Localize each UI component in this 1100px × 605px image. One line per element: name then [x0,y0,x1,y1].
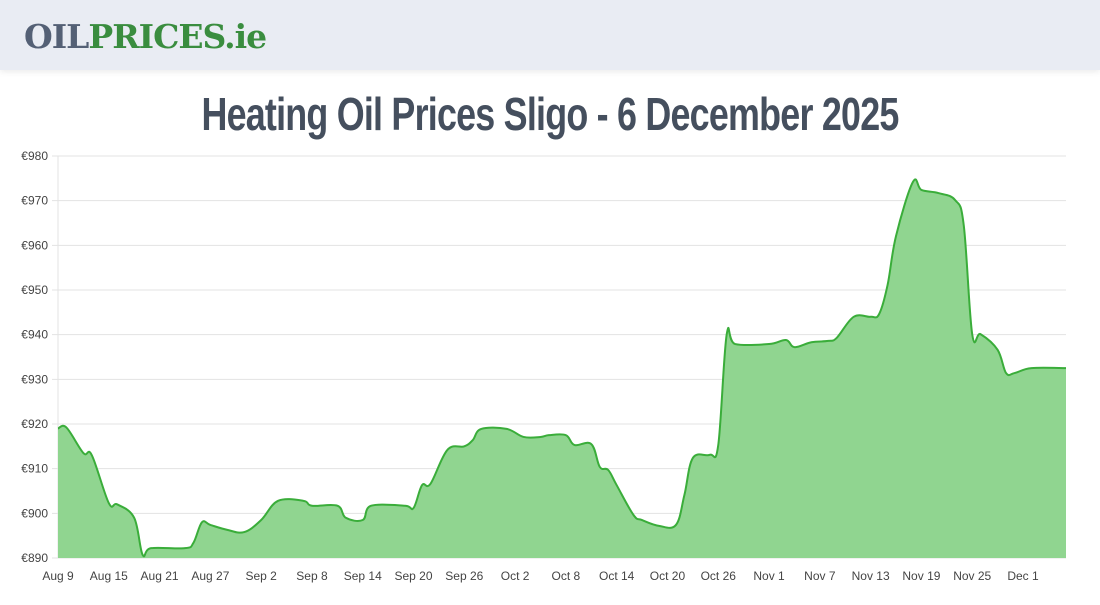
x-tick-label: Sep 14 [344,569,382,583]
x-tick-label: Sep 20 [395,569,433,583]
y-tick-label: €980 [21,149,48,163]
y-tick-label: €960 [21,238,48,252]
y-tick-label: €950 [21,283,48,297]
x-tick-label: Nov 13 [852,569,890,583]
x-tick-label: Nov 7 [804,569,836,583]
y-tick-label: €900 [21,506,48,520]
x-tick-label: Dec 1 [1007,569,1039,583]
logo-text-prices: PRICES.ie [88,17,267,56]
y-tick-label: €940 [21,328,48,342]
x-tick-label: Sep 2 [245,569,277,583]
x-tick-label: Aug 15 [90,569,128,583]
x-tick-label: Aug 21 [141,569,179,583]
site-header: OILPRICES.ie [0,0,1100,70]
x-tick-label: Nov 19 [902,569,940,583]
price-area-fill [58,179,1066,558]
x-tick-label: Oct 2 [501,569,530,583]
y-axis: €980 €970 €960 €950 €940 €930 €920 €910 €900 €890 [21,149,48,565]
y-tick-label: €930 [21,372,48,386]
x-tick-label: Sep 26 [445,569,483,583]
x-tick-label: Aug 27 [191,569,229,583]
x-tick-label: Nov 1 [753,569,785,583]
x-tick-label: Oct 14 [599,569,635,583]
y-tick-label: €970 [21,194,48,208]
x-tick-label: Sep 8 [296,569,328,583]
x-tick-label: Oct 8 [552,569,581,583]
y-tick-label: €890 [21,551,48,565]
x-tick-label: Nov 25 [953,569,991,583]
price-line[interactable] [57,178,1067,558]
x-tick-label: Aug 9 [42,569,74,583]
logo-text-oil: OIL [24,17,89,56]
y-tick-label: €920 [21,417,48,431]
price-chart[interactable]: €980 €970 €960 €950 €940 €930 €920 €910 €900 €890… [0,140,1100,600]
x-axis: Aug 9 Aug 15 Aug 21 Aug 27 Sep 2 Sep 8 Sep 14 S… [42,569,1039,583]
page-title: Heating Oil Prices Sligo - 6 December 20… [201,88,899,140]
y-tick-label: €910 [21,462,48,476]
x-tick-label: Oct 20 [650,569,686,583]
x-tick-label: Oct 26 [701,569,737,583]
site-logo[interactable]: OILPRICES.ie [24,17,267,57]
price-area-chart[interactable]: €980 €970 €960 €950 €940 €930 €920 €910 €900 €890… [0,140,1100,600]
